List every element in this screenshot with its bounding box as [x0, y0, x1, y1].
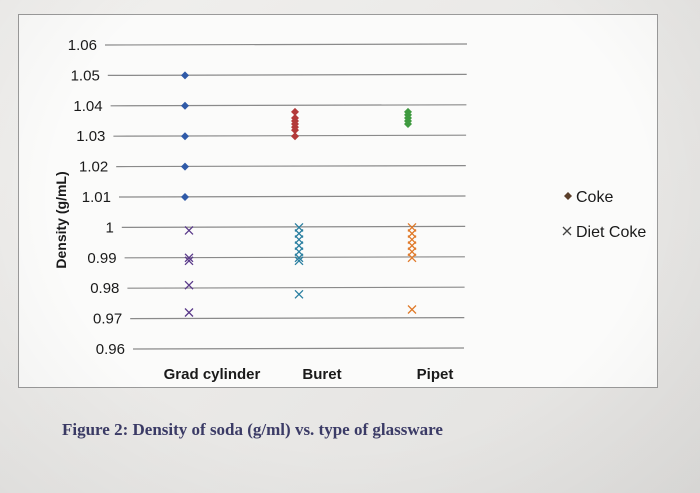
figure-caption: Figure 2: Density of soda (g/ml) vs. typ…: [62, 420, 443, 439]
gridline: [127, 286, 465, 289]
gridline: [132, 347, 465, 350]
data-points: [181, 71, 417, 317]
diet-coke-data-point: [184, 280, 194, 290]
diet-coke-data-point: [294, 256, 304, 266]
coke-data-point: [291, 132, 299, 141]
legend-x-marker: [562, 226, 572, 236]
legend-label-diet-coke: Diet Coke: [576, 224, 646, 241]
diet-coke-data-point: [294, 289, 304, 299]
y-tick-label: 0.96: [96, 341, 125, 358]
y-tick-labels: 1.06 1.05 1.04 1.03 1.02 1.01 1 0.99 0.98 0.97 0.9…: [68, 37, 125, 358]
coke-data-point: [181, 101, 189, 110]
gridline: [116, 165, 466, 168]
y-axis-label: Density (g/mL): [53, 171, 69, 268]
coke-data-point: [181, 71, 189, 80]
y-tick-label: 0.98: [90, 280, 119, 297]
gridlines: [104, 43, 468, 350]
x-tick-labels: Grad cylinder Buret Pipet: [164, 366, 454, 383]
coke-data-point: [404, 120, 412, 129]
coke-data-point: [181, 193, 189, 201]
gridline: [104, 43, 468, 46]
y-tick-label: 1.01: [82, 189, 111, 206]
y-tick-label: 1.03: [76, 128, 105, 145]
gridline: [130, 317, 465, 320]
y-tick-label: 1: [105, 219, 113, 236]
diet-coke-data-point: [184, 225, 194, 235]
gridline: [113, 134, 467, 137]
scatter-chart: 1.06 1.05 1.04 1.03 1.02 1.01 1 0.99 0.98 0.97 0.9…: [53, 37, 646, 383]
legend-diamond-marker: [564, 192, 572, 200]
coke-data-point: [181, 132, 189, 141]
diet-coke-data-point: [294, 253, 304, 263]
y-tick-label: 1.04: [73, 98, 102, 115]
x-tick-label: Buret: [302, 366, 341, 383]
gridline: [107, 73, 467, 76]
y-tick-label: 0.97: [93, 311, 122, 328]
diet-coke-data-point: [407, 253, 417, 263]
legend-item-diet-coke: Diet Coke: [562, 224, 646, 241]
legend-label-coke: Coke: [576, 189, 613, 206]
y-tick-label: 1.05: [71, 67, 100, 84]
coke-data-point: [181, 162, 189, 171]
legend: Coke Diet Coke: [562, 189, 646, 241]
diet-coke-data-point: [407, 305, 417, 314]
gridline: [121, 225, 466, 228]
diet-coke-data-point: [184, 308, 194, 317]
chart-frame: 1.06 1.05 1.04 1.03 1.02 1.01 1 0.99 0.98 0.97 0.9…: [18, 14, 658, 388]
y-tick-label: 1.06: [68, 37, 97, 54]
y-tick-label: 1.02: [79, 159, 108, 176]
x-tick-label: Pipet: [417, 366, 454, 383]
coke-data-point: [291, 107, 299, 116]
gridline: [110, 104, 467, 107]
x-tick-label: Grad cylinder: [164, 366, 261, 383]
diet-coke-data-point: [184, 253, 194, 263]
y-tick-label: 0.99: [87, 250, 116, 267]
diet-coke-data-point: [184, 256, 194, 266]
legend-item-coke: Coke: [564, 189, 613, 206]
gridline: [118, 195, 466, 198]
